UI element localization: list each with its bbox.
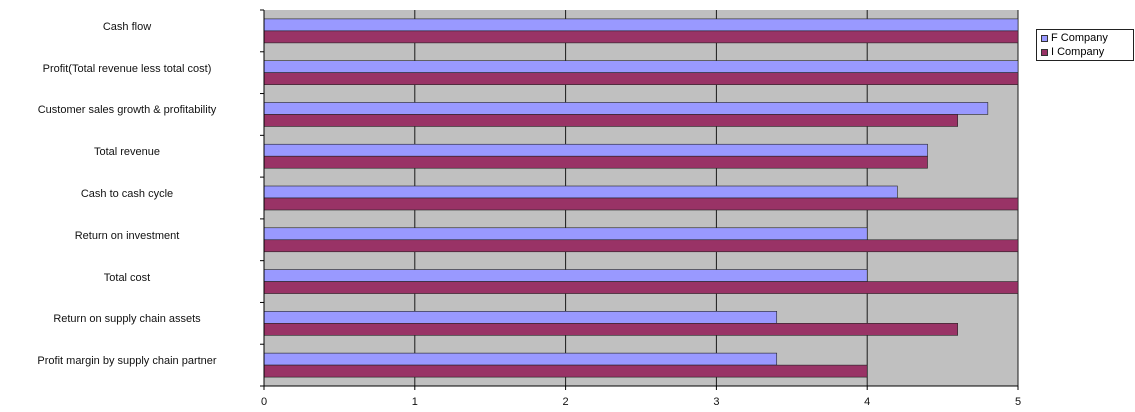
- category-label: Return on supply chain assets: [53, 313, 201, 326]
- bar-i-company: [263, 72, 1019, 85]
- bar-f-company: [263, 60, 1019, 73]
- bar-f-company: [263, 185, 898, 199]
- category-label: Profit(Total revenue less total cost): [42, 62, 212, 75]
- bar-f-company: [263, 227, 868, 241]
- bar-i-company: [263, 364, 868, 378]
- x-tick-label: 2: [563, 396, 569, 408]
- bar-f-company: [263, 18, 1019, 32]
- bar-f-company: [263, 102, 989, 115]
- category-label: Total cost: [103, 271, 151, 284]
- category-label: Profit margin by supply chain partner: [37, 355, 217, 368]
- x-tick-label: 5: [1015, 396, 1021, 408]
- legend-label-i-company: I Company: [1051, 46, 1105, 58]
- bar-f-company: [263, 352, 778, 366]
- x-tick-label: 0: [261, 396, 267, 408]
- legend-swatch-i-company: [1041, 48, 1048, 56]
- category-label: Total revenue: [93, 146, 161, 159]
- category-label: Cash to cash cycle: [80, 188, 174, 200]
- x-tick-label: 4: [864, 396, 870, 408]
- category-label: Customer sales growth & profitability: [37, 104, 217, 117]
- bar-i-company: [263, 197, 1019, 211]
- bar-i-company: [263, 239, 1019, 253]
- legend-item-f-company: F Company: [1041, 32, 1108, 44]
- bar-f-company: [263, 143, 928, 157]
- x-tick-label: 3: [713, 396, 719, 408]
- category-label: Return on investment: [74, 229, 180, 242]
- category-label: Cash flow: [102, 20, 152, 33]
- legend: F Company I Company: [1036, 29, 1134, 61]
- bar-i-company: [263, 323, 958, 336]
- bar-i-company: [263, 114, 958, 127]
- bar-f-company: [263, 269, 868, 282]
- legend-swatch-f-company: [1041, 34, 1048, 42]
- bar-i-company: [263, 155, 928, 169]
- bar-i-company: [263, 30, 1019, 44]
- bar-f-company: [263, 311, 778, 324]
- legend-item-i-company: I Company: [1041, 46, 1104, 58]
- legend-label-f-company: F Company: [1051, 32, 1108, 44]
- bar-i-company: [263, 281, 1019, 294]
- x-tick-label: 1: [412, 396, 418, 408]
